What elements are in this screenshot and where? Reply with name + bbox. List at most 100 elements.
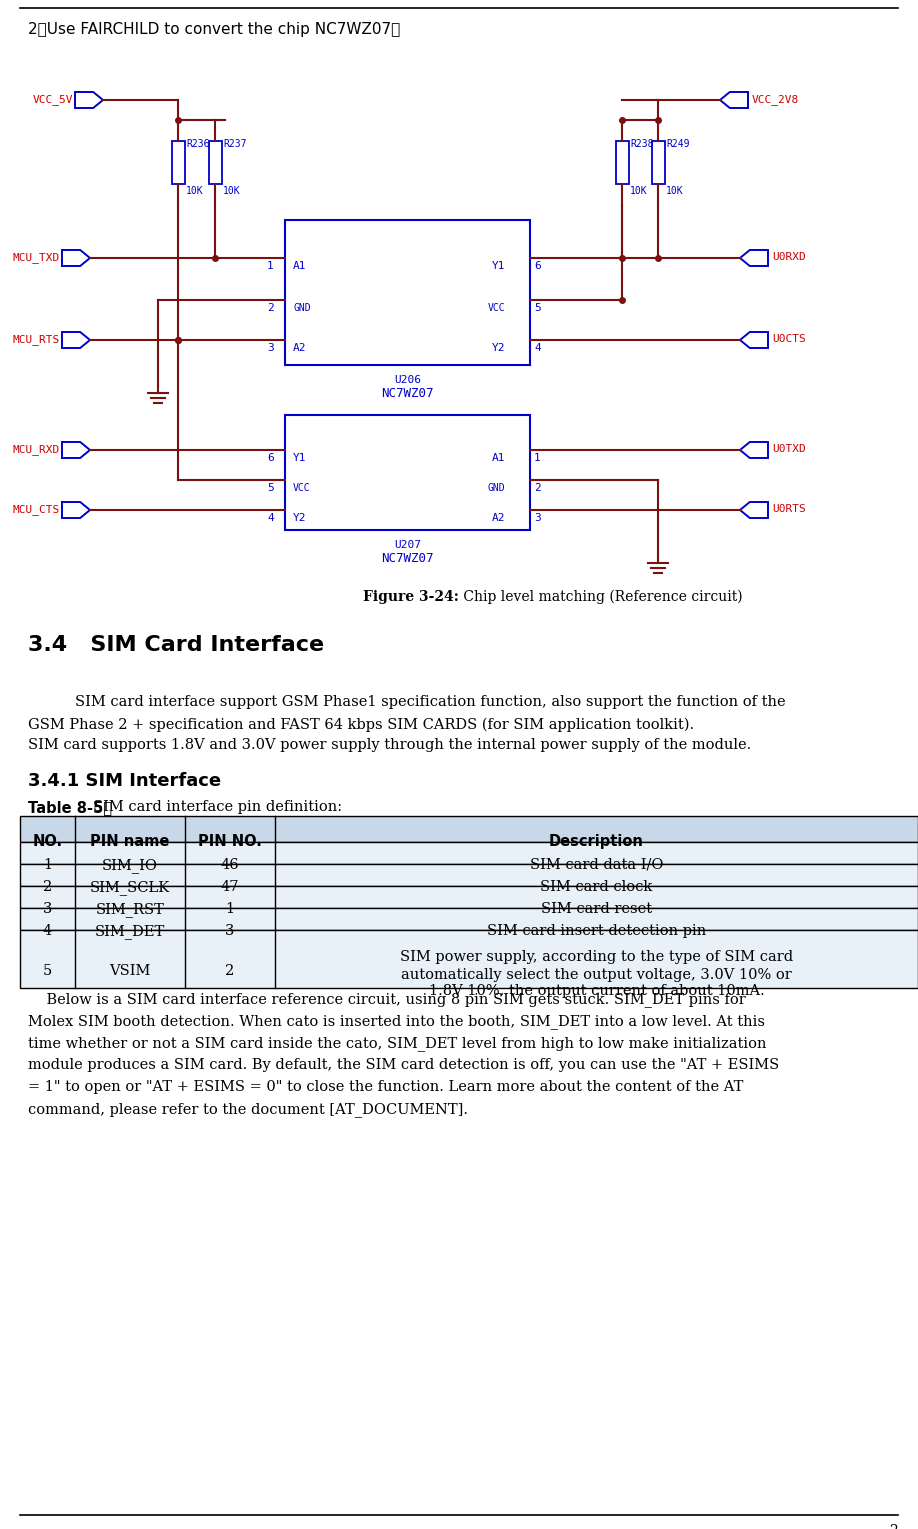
Text: 10K: 10K bbox=[223, 185, 241, 196]
Polygon shape bbox=[720, 92, 748, 109]
Text: SIM card clock: SIM card clock bbox=[541, 881, 653, 894]
Polygon shape bbox=[740, 251, 768, 266]
Text: Y1: Y1 bbox=[492, 261, 506, 271]
Text: Chip level matching (Reference circuit): Chip level matching (Reference circuit) bbox=[459, 590, 743, 604]
Polygon shape bbox=[62, 442, 90, 459]
Text: SIM card supports 1.8V and 3.0V power supply through the internal power supply o: SIM card supports 1.8V and 3.0V power su… bbox=[28, 739, 751, 752]
Text: 2、Use FAIRCHILD to convert the chip NC7WZ07：: 2、Use FAIRCHILD to convert the chip NC7W… bbox=[28, 21, 400, 37]
Text: MCU_RTS: MCU_RTS bbox=[13, 333, 60, 346]
Text: 2: 2 bbox=[226, 963, 235, 979]
Polygon shape bbox=[62, 251, 90, 266]
Text: 5: 5 bbox=[267, 483, 274, 492]
Polygon shape bbox=[740, 332, 768, 349]
Text: 1.8V 10%, the output current of about 10mA.: 1.8V 10%, the output current of about 10… bbox=[429, 985, 765, 998]
Bar bbox=[20, 885, 918, 908]
Text: SIM card interface support GSM Phase1 specification function, also support the f: SIM card interface support GSM Phase1 sp… bbox=[75, 696, 786, 709]
Text: 3.4   SIM Card Interface: 3.4 SIM Card Interface bbox=[28, 635, 324, 654]
Bar bbox=[208, 141, 221, 183]
Text: 5: 5 bbox=[534, 303, 541, 313]
Text: 4: 4 bbox=[534, 342, 541, 353]
Text: NC7WZ07: NC7WZ07 bbox=[381, 387, 433, 401]
Bar bbox=[285, 220, 530, 365]
Text: Description: Description bbox=[549, 833, 644, 849]
Text: R237: R237 bbox=[223, 139, 247, 150]
Text: SIM_SCLK: SIM_SCLK bbox=[90, 881, 170, 894]
Text: 47: 47 bbox=[220, 881, 240, 894]
Text: 4: 4 bbox=[43, 924, 52, 937]
Bar bbox=[20, 816, 918, 842]
Text: A1: A1 bbox=[293, 261, 307, 271]
Text: U0CTS: U0CTS bbox=[772, 333, 806, 344]
Text: NC7WZ07: NC7WZ07 bbox=[381, 552, 433, 566]
Text: PIN name: PIN name bbox=[90, 833, 170, 849]
Text: A2: A2 bbox=[492, 514, 506, 523]
Text: U0RXD: U0RXD bbox=[772, 252, 806, 261]
Text: 1: 1 bbox=[43, 858, 52, 872]
Text: MCU_TXD: MCU_TXD bbox=[13, 252, 60, 263]
Text: NO.: NO. bbox=[32, 833, 62, 849]
Text: SIM_DET: SIM_DET bbox=[95, 924, 165, 939]
Polygon shape bbox=[62, 502, 90, 518]
Polygon shape bbox=[62, 332, 90, 349]
Text: Below is a SIM card interface reference circuit, using 8 pin SIM gets stuck. SIM: Below is a SIM card interface reference … bbox=[28, 992, 745, 1008]
Text: VCC: VCC bbox=[293, 483, 310, 492]
Polygon shape bbox=[740, 442, 768, 459]
Text: A1: A1 bbox=[492, 453, 506, 463]
Text: Table 8-5：: Table 8-5： bbox=[28, 800, 112, 815]
Bar bbox=[652, 141, 665, 183]
Text: command, please refer to the document [AT_DOCUMENT].: command, please refer to the document [A… bbox=[28, 1102, 468, 1116]
Text: PIN NO.: PIN NO. bbox=[198, 833, 262, 849]
Text: SIM_RST: SIM_RST bbox=[95, 902, 164, 917]
Text: VCC_5V: VCC_5V bbox=[32, 93, 73, 106]
Text: automatically select the output voltage, 3.0V 10% or: automatically select the output voltage,… bbox=[401, 968, 792, 982]
Text: Y2: Y2 bbox=[492, 342, 506, 353]
Bar bbox=[285, 414, 530, 531]
Text: GND: GND bbox=[488, 483, 506, 492]
Text: U0RTS: U0RTS bbox=[772, 505, 806, 514]
Bar bbox=[615, 141, 629, 183]
Text: time whether or not a SIM card inside the cato, SIM_DET level from high to low m: time whether or not a SIM card inside th… bbox=[28, 1037, 767, 1050]
Text: SIM card interface pin definition:: SIM card interface pin definition: bbox=[93, 800, 342, 813]
Text: Figure 3-24:: Figure 3-24: bbox=[364, 590, 459, 604]
Text: 10K: 10K bbox=[630, 185, 647, 196]
Text: 3.4.1 SIM Interface: 3.4.1 SIM Interface bbox=[28, 772, 221, 790]
Text: MCU_RXD: MCU_RXD bbox=[13, 443, 60, 456]
Text: module produces a SIM card. By default, the SIM card detection is off, you can u: module produces a SIM card. By default, … bbox=[28, 1058, 779, 1072]
Text: Molex SIM booth detection. When cato is inserted into the booth, SIM_DET into a : Molex SIM booth detection. When cato is … bbox=[28, 1014, 765, 1029]
Text: R236: R236 bbox=[186, 139, 209, 150]
Polygon shape bbox=[75, 92, 103, 109]
Text: 2: 2 bbox=[267, 303, 274, 313]
Text: Y2: Y2 bbox=[293, 514, 307, 523]
Text: SIM_IO: SIM_IO bbox=[102, 858, 158, 873]
Text: 10K: 10K bbox=[666, 185, 684, 196]
Text: U206: U206 bbox=[394, 375, 421, 385]
Text: 6: 6 bbox=[267, 453, 274, 463]
Text: 2: 2 bbox=[43, 881, 52, 894]
Text: VCC: VCC bbox=[488, 303, 506, 313]
Text: 46: 46 bbox=[220, 858, 240, 872]
Text: VCC_2V8: VCC_2V8 bbox=[752, 93, 800, 106]
Text: 2: 2 bbox=[534, 483, 541, 492]
Text: MCU_CTS: MCU_CTS bbox=[13, 505, 60, 515]
Text: 5: 5 bbox=[43, 963, 52, 979]
Text: 1: 1 bbox=[226, 902, 235, 916]
Text: SIM power supply, according to the type of SIM card: SIM power supply, according to the type … bbox=[400, 951, 793, 965]
Text: 3: 3 bbox=[43, 902, 52, 916]
Bar bbox=[20, 842, 918, 864]
Text: SIM card data I/O: SIM card data I/O bbox=[530, 858, 663, 872]
Text: GND: GND bbox=[293, 303, 310, 313]
Text: 1: 1 bbox=[534, 453, 541, 463]
Text: 4: 4 bbox=[267, 514, 274, 523]
Bar bbox=[20, 930, 918, 988]
Text: 1: 1 bbox=[267, 261, 274, 271]
Text: SIM card reset: SIM card reset bbox=[541, 902, 652, 916]
Text: 3: 3 bbox=[267, 342, 274, 353]
Text: R238: R238 bbox=[630, 139, 654, 150]
Text: 6: 6 bbox=[534, 261, 541, 271]
Text: U207: U207 bbox=[394, 540, 421, 550]
Text: = 1" to open or "AT + ESIMS = 0" to close the function. Learn more about the con: = 1" to open or "AT + ESIMS = 0" to clos… bbox=[28, 1079, 744, 1095]
Text: SIM card insert detection pin: SIM card insert detection pin bbox=[487, 924, 706, 937]
Polygon shape bbox=[740, 502, 768, 518]
Text: Y1: Y1 bbox=[293, 453, 307, 463]
Text: U0TXD: U0TXD bbox=[772, 443, 806, 454]
